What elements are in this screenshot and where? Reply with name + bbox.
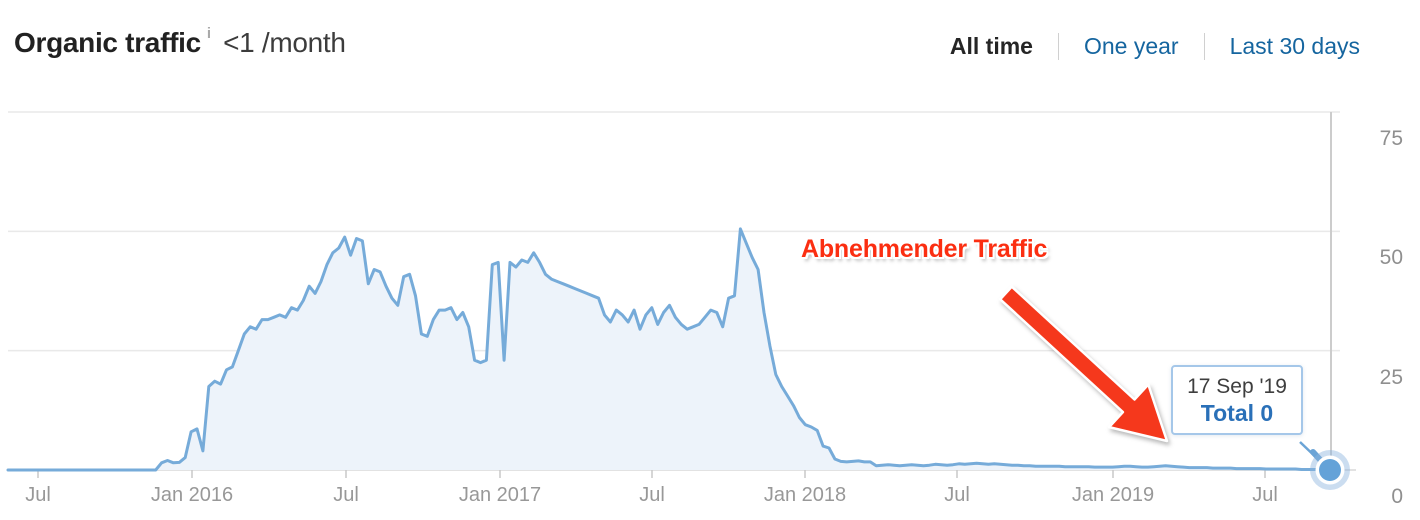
date-range-tabs: All time One year Last 30 days (950, 30, 1360, 62)
tab-divider (1057, 32, 1059, 60)
x-axis-tick-label: Jan 2017 (458, 484, 542, 506)
x-axis-tick-label: Jan 2016 (150, 484, 234, 506)
info-icon[interactable]: i (206, 25, 212, 42)
annotation-text: Abnehmender Traffic (801, 235, 1048, 263)
traffic-line (6, 227, 1333, 472)
y-axis-tick-label: 75 (1379, 127, 1403, 150)
tooltip-total-value: Total 0 (1200, 400, 1274, 426)
chart-tooltip: 17 Sep '19 Total 0 (1171, 365, 1303, 435)
data-point-marker (1310, 450, 1350, 490)
x-axis-tick-marks (37, 470, 1266, 478)
title-group: Organic traffic i <1 /month (14, 25, 346, 59)
x-axis-tick-label: Jul (1252, 484, 1278, 506)
x-axis-tick-label: Jan 2018 (763, 484, 847, 506)
tab-all-time[interactable]: All time (949, 32, 1033, 59)
y-axis-tick-label: 0 (1391, 485, 1403, 508)
tab-last-30-days[interactable]: Last 30 days (1229, 32, 1360, 59)
tab-divider (1203, 32, 1205, 60)
traffic-area-fill (8, 228, 1331, 470)
marker-dot (1319, 459, 1341, 481)
x-axis-tick-label: Jan 2019 (1071, 484, 1155, 506)
x-axis-tick-label: Jul (25, 484, 51, 506)
y-axis-tick-label: 25 (1379, 365, 1403, 389)
x-axis-tick-label: Jul (944, 484, 970, 506)
tab-one-year[interactable]: One year (1083, 32, 1179, 59)
annotation-arrow (998, 285, 1169, 443)
y-axis-tick-label: 50 (1379, 246, 1403, 270)
x-axis-tick-label: Jul (333, 484, 359, 506)
traffic-rate-value: <1 /month (223, 27, 346, 58)
page-title: Organic traffic (14, 27, 201, 58)
tooltip-date: 17 Sep '19 (1187, 375, 1287, 398)
x-axis-tick-label: Jul (639, 484, 665, 506)
panel-header: Organic traffic i <1 /month All time One y… (0, 0, 1420, 92)
